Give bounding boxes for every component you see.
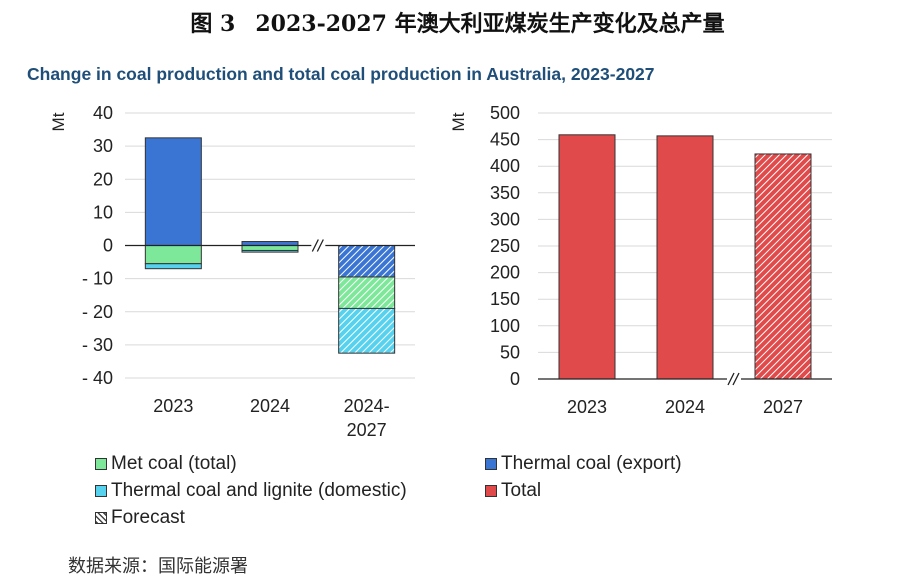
x-tick-label: 2027 — [763, 397, 803, 417]
y-tick-label: 10 — [93, 202, 113, 222]
figure-number: 图 3 — [190, 11, 236, 37]
x-tick-label: 2023 — [153, 396, 193, 416]
x-tick-label: 2023 — [567, 397, 607, 417]
x-tick-label: 2027 — [347, 420, 387, 440]
axis-break-mark — [727, 372, 735, 386]
x-tick-label: 2024- — [344, 396, 390, 416]
y-axis-label: Mt — [49, 112, 68, 131]
bar-met — [144, 245, 202, 265]
y-tick-label: - 10 — [82, 269, 113, 289]
red-swatch-icon — [485, 485, 497, 497]
y-tick-label: - 30 — [82, 335, 113, 355]
x-tick-label: 2024 — [250, 396, 290, 416]
change-chart: 40 30 20 10 0 - 10 - 20 - 30 - 40 Mt 2023 2024 2024-… — [49, 103, 415, 440]
bar-thermal_export — [144, 137, 202, 246]
y-tick-label: 50 — [500, 342, 520, 362]
y-tick-label: - 20 — [82, 302, 113, 322]
y-tick-label: 40 — [93, 103, 113, 123]
legend-item-forecast: Forecast — [95, 507, 185, 529]
y-tick-label: 250 — [490, 236, 520, 256]
legend-label: Thermal coal (export) — [501, 453, 682, 474]
blue-swatch-icon — [485, 458, 497, 470]
legend-item-total: Total — [485, 480, 541, 502]
y-axis-label: Mt — [449, 112, 468, 131]
legend-label: Met coal (total) — [111, 453, 237, 474]
green-swatch-icon — [95, 458, 107, 470]
hatched-swatch-icon — [95, 512, 107, 524]
chart-subtitle: Change in coal production and total coal… — [27, 64, 655, 84]
legend-item-thermal-domestic: Thermal coal and lignite (domestic) — [95, 480, 407, 502]
bar-thermal_domestic — [338, 307, 396, 354]
y-tick-label: 0 — [103, 236, 113, 256]
bar-total — [558, 134, 616, 380]
y-tick-label: 200 — [490, 263, 520, 283]
cyan-swatch-icon — [95, 485, 107, 497]
y-tick-label: 350 — [490, 183, 520, 203]
legend-label: Total — [501, 480, 542, 501]
bar-met — [338, 276, 396, 309]
figure-title: 图 3 2023-2027 年澳大利亚煤炭生产变化及总产量 — [0, 6, 915, 38]
bar-thermal_domestic — [144, 263, 202, 270]
bar-thermal_export — [338, 245, 396, 278]
bar-total — [656, 135, 714, 380]
axis-break-mark — [732, 372, 740, 386]
y-tick-label: 0 — [510, 369, 520, 389]
legend-label: Thermal coal and lignite (domestic) — [111, 480, 407, 501]
axis-break-mark — [316, 239, 324, 252]
y-tick-label: 450 — [490, 130, 520, 150]
y-tick-label: - 40 — [82, 368, 113, 388]
y-tick-label: 30 — [93, 136, 113, 156]
legend-item-thermal-export: Thermal coal (export) — [485, 453, 682, 475]
y-tick-label: 300 — [490, 209, 520, 229]
legend-label: Forecast — [111, 507, 185, 528]
y-tick-label: 100 — [490, 316, 520, 336]
y-tick-label: 400 — [490, 156, 520, 176]
y-tick-label: 20 — [93, 169, 113, 189]
axis-break-mark — [311, 239, 319, 252]
source-note: 数据来源：国际能源署 — [68, 556, 248, 577]
figure-title-text: 2023-2027 年澳大利亚煤炭生产变化及总产量 — [255, 11, 725, 37]
bar-thermal_domestic — [241, 249, 299, 253]
y-tick-label: 500 — [490, 103, 520, 123]
legend-item-met: Met coal (total) — [95, 453, 237, 475]
bar-total — [754, 153, 812, 380]
bar-met — [241, 245, 299, 251]
x-tick-label: 2024 — [665, 397, 705, 417]
y-tick-label: 150 — [490, 289, 520, 309]
